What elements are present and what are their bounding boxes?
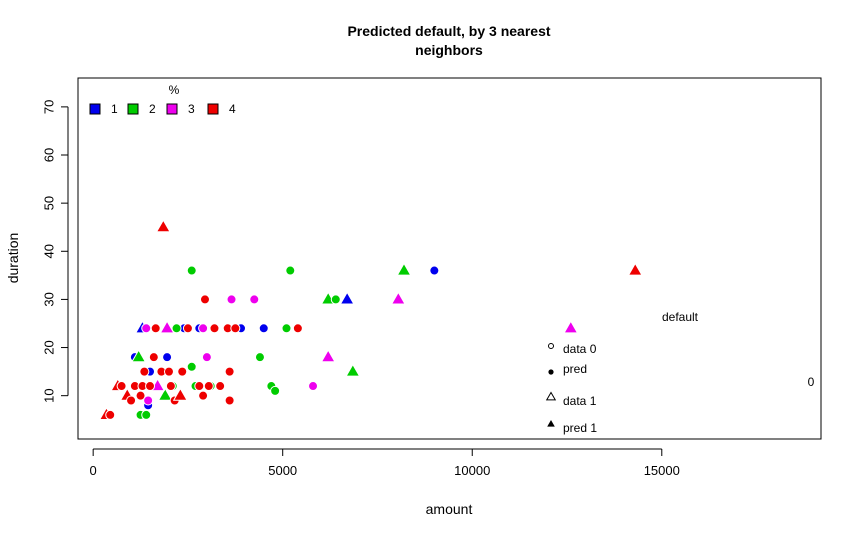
data-point-triangle	[320, 349, 336, 363]
shape-legend-marker-filled-triangle	[547, 420, 555, 427]
shape-legend-label: pred	[563, 362, 587, 376]
y-tick-label: 20	[41, 340, 56, 354]
data-point-circle	[182, 323, 193, 334]
data-point-triangle	[563, 320, 579, 334]
data-point-circle	[186, 361, 197, 372]
data-point-circle	[143, 395, 154, 406]
data-point-circle	[163, 366, 174, 377]
plot-box	[77, 77, 822, 440]
color-legend: % 1 2 3 4	[89, 83, 236, 116]
chart-title-line2: neighbors	[415, 42, 483, 58]
color-legend-label: 4	[229, 102, 236, 116]
chart-title: Predicted default, by 3 nearest	[347, 23, 550, 39]
shape-legend-marker-open-triangle	[545, 391, 557, 401]
shape-legend-label: pred 1	[563, 421, 597, 435]
y-axis-label: duration	[5, 233, 21, 284]
data-point-circle	[162, 352, 173, 363]
data-point-circle	[139, 366, 150, 377]
data-point-circle	[194, 381, 205, 392]
data-point-triangle	[155, 219, 171, 233]
color-legend-label: 3	[188, 102, 195, 116]
data-point-triangle	[390, 291, 406, 305]
x-tick-label: 10000	[454, 463, 490, 478]
x-axis-label: amount	[426, 501, 473, 517]
color-legend-title: %	[169, 83, 180, 97]
data-point-circle	[281, 323, 292, 334]
data-point-circle	[141, 409, 152, 420]
data-point-circle	[215, 381, 226, 392]
data-point-circle	[150, 323, 161, 334]
y-tick-label: 40	[41, 244, 56, 258]
y-tick-label: 50	[41, 196, 56, 210]
data-point-circle	[330, 294, 341, 305]
data-point-circle	[249, 294, 260, 305]
data-point-circle	[224, 395, 235, 406]
data-point-triangle	[339, 291, 355, 305]
x-axis: 0 5000 10000 15000	[90, 448, 680, 478]
data-point-circle	[292, 323, 303, 334]
data-point-circle	[285, 265, 296, 276]
shape-legend-title: default	[662, 310, 699, 324]
shape-legend-marker-open-circle	[548, 343, 554, 349]
data-point-circle	[226, 294, 237, 305]
color-legend-swatch	[89, 103, 101, 115]
color-legend-swatch	[207, 103, 219, 115]
data-point-triangle	[627, 262, 643, 276]
y-axis: 10 20 30 40 50 60 70	[41, 100, 69, 403]
data-point-circle	[148, 352, 159, 363]
y-tick-label: 70	[41, 100, 56, 114]
data-point-triangle	[396, 262, 412, 276]
data-point-circle	[177, 366, 188, 377]
shape-legend-title2: 0	[808, 375, 815, 389]
data-point-circle	[201, 352, 212, 363]
data-point-circle	[203, 381, 214, 392]
x-tick-label: 5000	[268, 463, 297, 478]
data-point-triangle	[172, 387, 188, 401]
color-legend-swatch	[127, 103, 139, 115]
y-tick-label: 30	[41, 292, 56, 306]
data-point-triangle	[345, 363, 361, 377]
data-point-circle	[145, 381, 156, 392]
data-point-circle	[308, 381, 319, 392]
shape-legend-label: data 1	[563, 394, 597, 408]
data-point-circle	[270, 385, 281, 396]
color-legend-label: 2	[149, 102, 156, 116]
x-tick-label: 0	[90, 463, 97, 478]
data-point-triangle	[159, 320, 175, 334]
data-point-circle	[198, 390, 209, 401]
data-point-circle	[198, 323, 209, 334]
y-tick-label: 60	[41, 148, 56, 162]
data-point-circle	[135, 390, 146, 401]
shape-legend-marker-filled-circle	[548, 369, 554, 375]
data-point-circle	[116, 381, 127, 392]
color-legend-swatch	[166, 103, 178, 115]
shape-legend: default 0 data 0 pred data 1 pred 1	[545, 310, 815, 435]
data-points	[98, 219, 643, 420]
data-point-circle	[224, 366, 235, 377]
data-point-circle	[171, 323, 182, 334]
data-point-circle	[258, 323, 269, 334]
color-legend-label: 1	[111, 102, 118, 116]
data-point-triangle	[157, 387, 173, 401]
data-point-circle	[186, 265, 197, 276]
data-point-circle	[209, 323, 220, 334]
data-point-circle	[126, 395, 137, 406]
data-point-circle	[230, 323, 241, 334]
data-point-circle	[105, 409, 116, 420]
shape-legend-label: data 0	[563, 342, 597, 356]
data-point-triangle	[131, 349, 147, 363]
data-point-circle	[165, 381, 176, 392]
y-tick-label: 10	[41, 388, 56, 402]
data-point-circle	[141, 323, 152, 334]
data-point-circle	[429, 265, 440, 276]
data-point-circle	[254, 352, 265, 363]
data-point-circle	[199, 294, 210, 305]
x-tick-label: 15000	[644, 463, 680, 478]
